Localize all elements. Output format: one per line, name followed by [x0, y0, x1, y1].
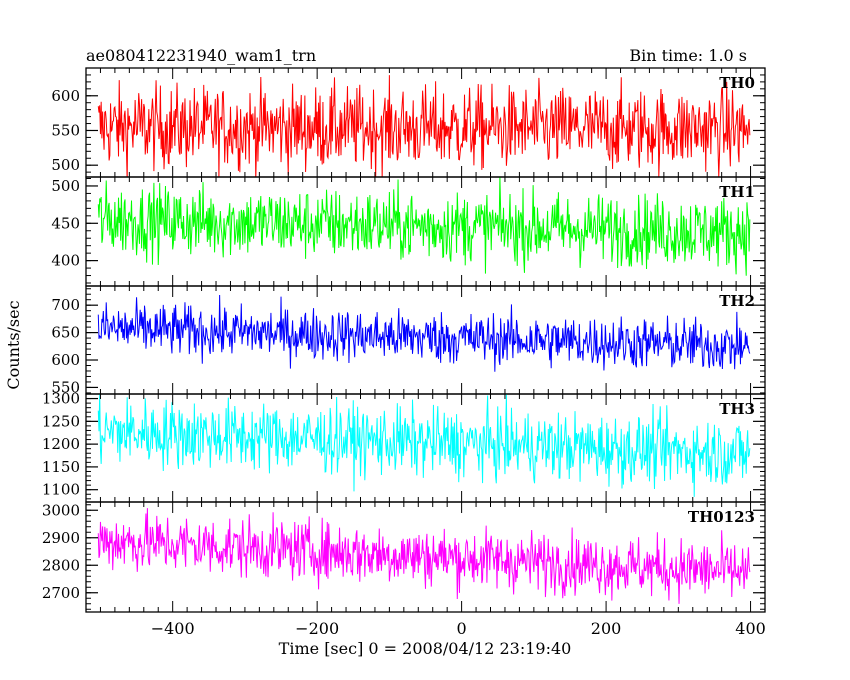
y-tick-label: 1250 — [42, 412, 80, 430]
y-tick-label: 400 — [51, 252, 80, 270]
y-tick-label: 2900 — [42, 529, 80, 547]
x-tick-label: 0 — [457, 619, 467, 638]
series-th3 — [97, 394, 751, 497]
bin-time-label: Bin time: 1.0 s — [629, 46, 747, 65]
panels-group: 500 550 600 TH0 400 450 500 TH1 550 600 650 700 TH2 1… — [42, 67, 766, 638]
y-tick-label: 1300 — [42, 390, 80, 408]
y-tick-label: 600 — [51, 87, 80, 105]
panel-label-th0: TH0 — [719, 74, 755, 92]
y-tick-label: 2700 — [42, 584, 80, 602]
y-tick-label: 500 — [51, 156, 80, 174]
x-tick-label: 200 — [591, 619, 622, 638]
series-th0123 — [97, 508, 751, 604]
panel-frame-th0123 — [85, 501, 766, 613]
y-axis-label: Counts/sec — [4, 300, 23, 389]
y-tick-label: 700 — [51, 296, 80, 314]
panel-label-th0123: TH0123 — [688, 508, 755, 526]
y-tick-label: 550 — [51, 378, 80, 396]
y-tick-label: 1100 — [42, 481, 80, 499]
series-th0 — [97, 75, 751, 177]
y-tick-label: 500 — [51, 177, 80, 195]
chart-title: ae080412231940_wam1_trn — [86, 46, 316, 65]
panel-label-th1: TH1 — [719, 183, 755, 201]
y-tick-label: 2800 — [42, 556, 80, 574]
x-tick-label: −400 — [151, 619, 195, 638]
y-tick-label: 450 — [51, 214, 80, 232]
y-tick-label: 650 — [51, 324, 80, 342]
y-tick-label: 600 — [51, 351, 80, 369]
x-tick-label: −200 — [295, 619, 339, 638]
y-tick-label: 1200 — [42, 435, 80, 453]
series-th1 — [97, 177, 751, 276]
y-tick-label: 3000 — [42, 501, 80, 519]
series-th2 — [97, 295, 751, 372]
y-tick-label: 1150 — [42, 458, 80, 476]
panel-label-th3: TH3 — [719, 400, 755, 418]
panel-label-th2: TH2 — [719, 292, 755, 310]
x-tick-label: 400 — [735, 619, 766, 638]
x-axis-label: Time [sec] 0 = 2008/04/12 23:19:40 — [279, 639, 572, 658]
y-tick-label: 550 — [51, 121, 80, 139]
